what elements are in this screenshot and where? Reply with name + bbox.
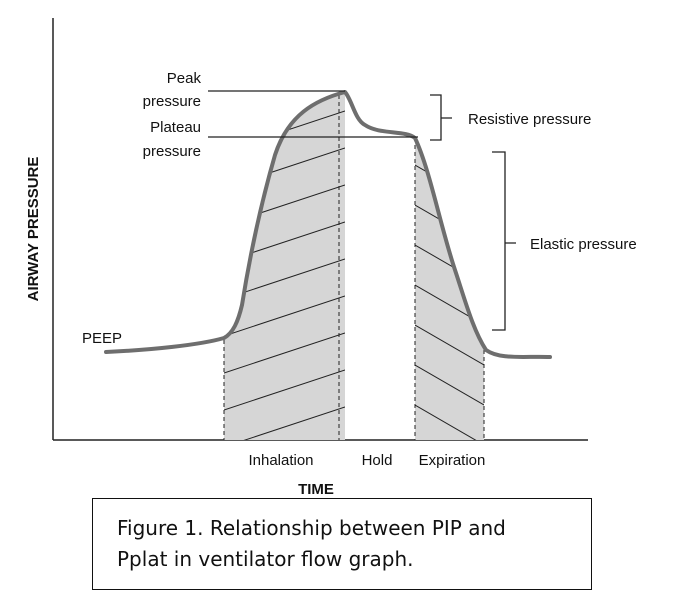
plateau-pressure-label-line1: Plateau (150, 119, 201, 136)
phase-label-hold: Hold (362, 452, 393, 469)
resistive-pressure-label: Resistive pressure (468, 111, 591, 128)
inhalation-shaded-region (224, 92, 345, 440)
y-axis-label: AIRWAY PRESSURE (25, 157, 42, 302)
elastic-pressure-label: Elastic pressure (530, 236, 637, 253)
x-axis-label: TIME (298, 481, 334, 498)
phase-label-inhalation: Inhalation (248, 452, 313, 469)
airway-pressure-diagram: Peak pressure Plateau pressure PEEP Resi… (25, 18, 637, 498)
pressure-curve (104, 90, 552, 359)
caption-line-2: Pplat in ventilator flow graph. (117, 547, 414, 571)
peep-label: PEEP (82, 330, 122, 347)
elastic-bracket (492, 151, 516, 331)
phase-boundaries (223, 95, 485, 440)
caption-line-1: Figure 1. Relationship between PIP and (117, 516, 506, 540)
figure-caption-box: Figure 1. Relationship between PIP and P… (92, 498, 592, 590)
peak-pressure-label-line2: pressure (143, 93, 201, 110)
peak-pressure-label-line1: Peak (167, 70, 202, 87)
resistive-bracket (430, 94, 452, 141)
plateau-pressure-label-line2: pressure (143, 143, 201, 160)
expiration-shaded-region (415, 138, 484, 440)
phase-label-expiration: Expiration (419, 452, 486, 469)
